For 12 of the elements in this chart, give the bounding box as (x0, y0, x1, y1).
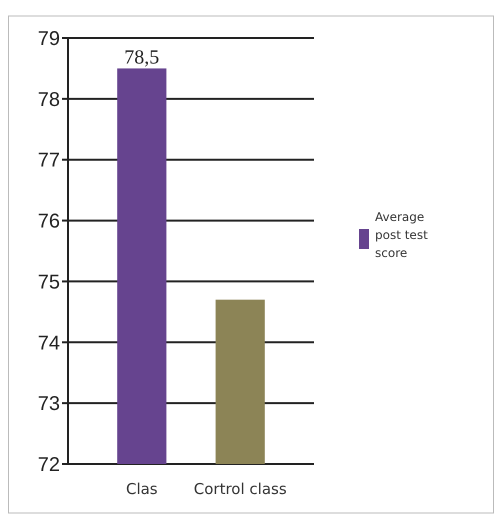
data-label: 78,5 (124, 46, 160, 68)
legend-label: Average post test score (375, 210, 428, 260)
y-tick-label: 76 (38, 210, 60, 233)
y-tick-label: 74 (38, 332, 60, 354)
y-tick-label: 75 (38, 271, 60, 294)
y-tick-label: 72 (38, 454, 60, 476)
y-tick-label: 73 (38, 393, 60, 416)
x-tick-label: Cortrol class (194, 480, 287, 498)
y-tick-label: 79 (38, 28, 60, 50)
x-tick-label: Clas (126, 480, 158, 498)
y-tick-label: 78 (38, 88, 60, 111)
y-tick-label: 77 (38, 150, 60, 172)
